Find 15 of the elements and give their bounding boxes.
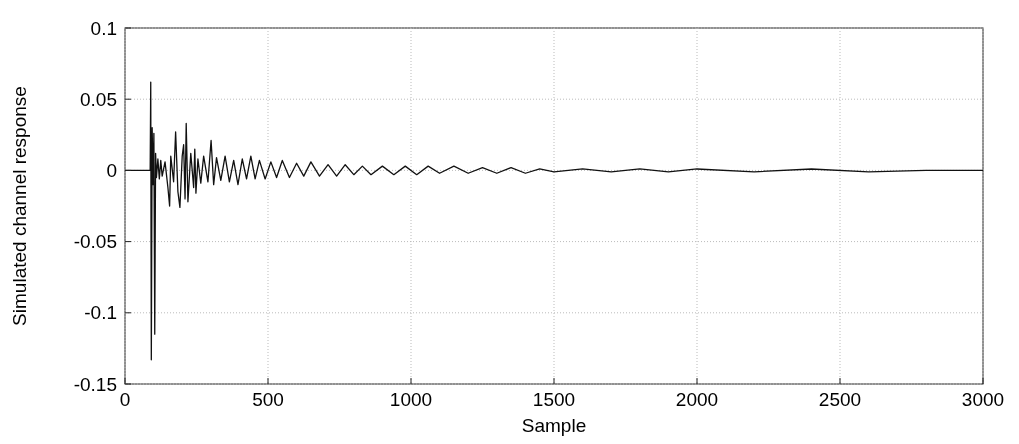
y-tick-label: -0.05 (73, 231, 117, 253)
y-tick-label: -0.15 (73, 373, 117, 395)
y-tick-label: 0.1 (90, 17, 117, 39)
y-tick-label: 0 (106, 160, 117, 182)
x-tick-label: 1500 (532, 389, 576, 410)
x-tick-label: 2500 (818, 389, 862, 410)
x-tick-label: 0 (119, 389, 131, 410)
y-axis-title: Simulated channel response (9, 86, 30, 326)
x-tick-label: 2000 (675, 389, 719, 410)
x-tick-label: 500 (252, 389, 284, 410)
y-tick-label: -0.1 (84, 302, 117, 324)
y-tick-label: 0.05 (80, 88, 117, 110)
x-axis-title: Sample (521, 415, 587, 436)
x-tick-label: 3000 (961, 389, 1005, 410)
x-tick-label: 1000 (389, 389, 433, 410)
